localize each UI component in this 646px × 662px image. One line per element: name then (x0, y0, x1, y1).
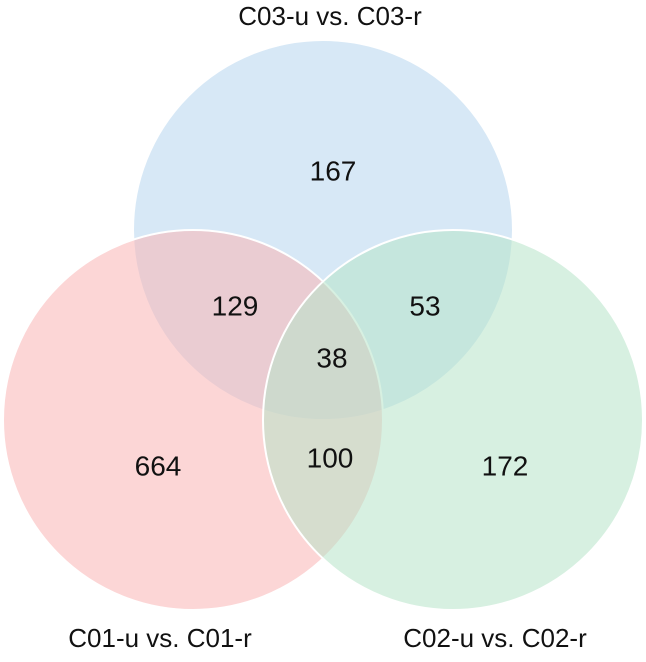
region-count: 172 (482, 450, 529, 481)
region-count: 167 (310, 155, 357, 186)
region-count: 129 (212, 290, 259, 321)
set-circle (262, 229, 644, 611)
set-label: C02-u vs. C02-r (403, 623, 587, 653)
region-count: 100 (307, 442, 354, 473)
set-label: C03-u vs. C03-r (238, 1, 422, 31)
region-count: 53 (409, 290, 440, 321)
region-count: 38 (316, 342, 347, 373)
set-label: C01-u vs. C01-r (68, 623, 252, 653)
region-count: 664 (135, 450, 182, 481)
